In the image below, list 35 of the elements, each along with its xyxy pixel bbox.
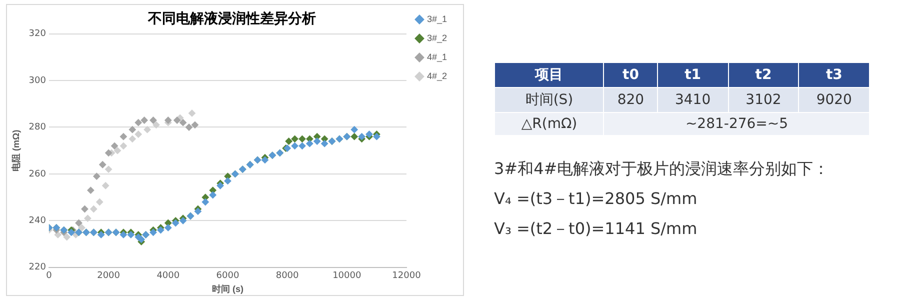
x-tick-label: 2000	[97, 271, 120, 282]
y-tick-label: 320	[28, 29, 46, 40]
legend-label: 4#_1	[426, 52, 448, 62]
text: 3102	[728, 88, 799, 112]
text: t2	[728, 62, 799, 88]
x-tick-label: 6000	[216, 271, 240, 282]
y-axis-title: 电阻 (mΩ)	[10, 130, 21, 172]
text: 3410	[657, 88, 728, 112]
text: t0	[604, 62, 658, 88]
legend-label: 3#_1	[426, 14, 448, 24]
x-tick-label: 12000	[392, 271, 422, 282]
text: 项目	[494, 62, 604, 88]
chart-title: 不同电解液浸润性差异分析	[147, 10, 316, 28]
text: t1	[657, 62, 728, 88]
legend-label: 4#_2	[426, 70, 448, 81]
x-tick-label: 0	[46, 271, 52, 282]
text: 820	[604, 88, 658, 112]
x-tick-label: 4000	[156, 271, 180, 282]
text: V₃ =(t2－t0)=1141 S/mm	[494, 218, 698, 240]
legend-label: 3#_2	[426, 32, 448, 43]
text: 9020	[798, 88, 870, 112]
text: V₄ =(t3－t1)=2805 S/mm	[494, 188, 698, 210]
text: 时间(S)	[494, 88, 604, 112]
y-tick-label: 220	[28, 262, 46, 273]
y-tick-label: 260	[28, 169, 46, 180]
text: t3	[798, 62, 870, 88]
text: 3#和4#电解液对于极片的浸润速率分别如下：	[494, 158, 830, 180]
text: ~281-276=~5	[604, 112, 870, 136]
y-tick-label: 240	[28, 216, 46, 226]
x-axis-title: 时间 (s)	[212, 284, 244, 294]
y-tick-label: 300	[28, 76, 46, 86]
y-tick-label: 280	[28, 122, 46, 133]
x-tick-label: 8000	[276, 271, 300, 282]
x-tick-label: 10000	[332, 271, 362, 282]
text: △R(mΩ)	[494, 112, 604, 136]
